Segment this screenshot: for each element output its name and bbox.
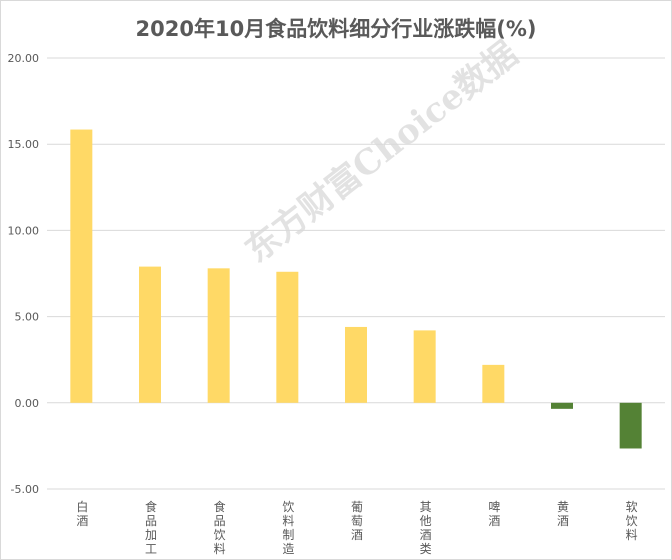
- x-tick-label: 食品加工: [145, 499, 157, 556]
- bar: [207, 268, 230, 403]
- x-tick-label: 软饮料: [626, 500, 638, 542]
- y-tick-label: 10.00: [8, 224, 40, 237]
- x-tick-label: 葡萄酒: [351, 500, 363, 542]
- y-tick-label: 15.00: [8, 138, 40, 151]
- chart-title: 2020年10月食品饮料细分行业涨跌幅(%): [135, 17, 537, 41]
- bar: [139, 266, 161, 403]
- y-tick-label: 20.00: [8, 52, 40, 65]
- x-tick-label: 其他酒类: [420, 500, 432, 556]
- bar: [413, 330, 436, 403]
- y-tick-label: -5.00: [11, 483, 39, 496]
- x-tick-label: 黄酒: [557, 500, 569, 528]
- bar: [551, 402, 573, 409]
- x-tick-label: 食品饮料: [214, 499, 226, 556]
- bar: [345, 326, 367, 403]
- bar: [70, 129, 93, 403]
- x-tick-label: 白酒: [76, 499, 88, 528]
- bar: [482, 364, 505, 403]
- bar: [276, 271, 299, 403]
- y-tick-label: 5.00: [15, 311, 40, 324]
- bar: [619, 402, 642, 449]
- y-tick-label: 0.00: [15, 397, 40, 410]
- x-tick-label: 饮料制造: [282, 500, 294, 556]
- x-tick-label: 啤酒: [488, 499, 500, 528]
